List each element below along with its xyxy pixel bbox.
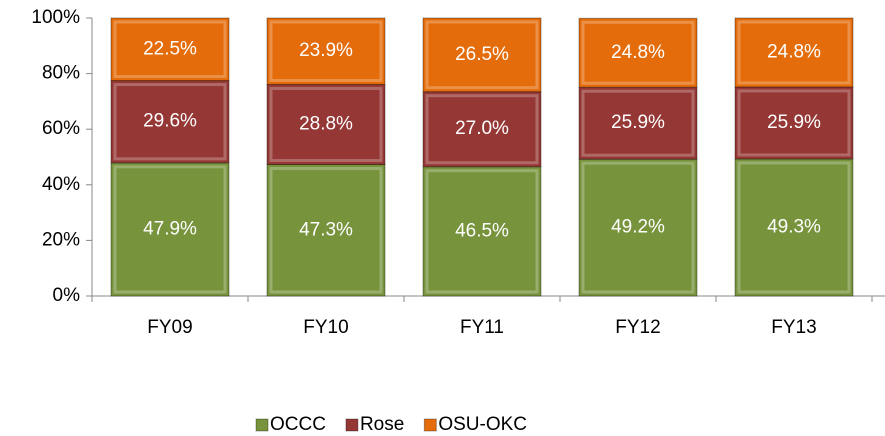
bar-segment (422, 91, 542, 168)
bar-segment (266, 17, 386, 85)
value-label: 27.0% (455, 118, 509, 139)
value-label: 49.3% (767, 216, 821, 237)
bar-segment (266, 83, 386, 166)
bar-bevel (425, 169, 539, 294)
value-label: 23.9% (299, 40, 353, 61)
bar-bevel (269, 20, 383, 82)
y-tick-label: 0% (53, 285, 81, 306)
bar-segment (422, 166, 542, 297)
bar-segment (578, 17, 698, 88)
value-label: 25.9% (767, 112, 821, 133)
bar-bevel (581, 20, 695, 85)
bar-bevel (269, 86, 383, 163)
x-tick-label: FY10 (303, 317, 348, 338)
bar-bevel (269, 167, 383, 294)
bar-segment (110, 17, 230, 82)
bar-bevel (113, 165, 227, 294)
value-label: 46.5% (455, 220, 509, 241)
value-label: 49.2% (611, 217, 665, 238)
bar-bevel (737, 89, 851, 157)
bar-segment (110, 80, 230, 164)
x-tick-label: FY12 (615, 317, 660, 338)
bar-segment (734, 158, 854, 297)
y-tick-label: 40% (42, 174, 80, 195)
value-label: 22.5% (143, 38, 197, 59)
legend-label: OCCC (270, 414, 326, 435)
bar-segment (110, 162, 230, 297)
x-tick-label: FY09 (147, 317, 192, 338)
bar-segment (734, 86, 854, 160)
value-label: 24.8% (767, 41, 821, 62)
bar-bevel (737, 161, 851, 294)
value-label: 47.9% (143, 218, 197, 239)
bar-segment (422, 17, 542, 93)
bar-bevel (581, 89, 695, 157)
value-label: 47.3% (299, 219, 353, 240)
bar-bevel (581, 161, 695, 294)
y-tick-label: 80% (42, 63, 80, 84)
value-label: 29.6% (143, 111, 197, 132)
y-tick-label: 60% (42, 118, 80, 139)
bar-segment (266, 164, 386, 297)
value-label: 24.8% (611, 42, 665, 63)
x-tick-label: FY13 (771, 317, 816, 338)
bar-bevel (737, 20, 851, 85)
legend-label: Rose (360, 414, 404, 435)
value-label: 26.5% (455, 44, 509, 65)
bar-bevel (113, 83, 227, 161)
legend-swatch (345, 418, 359, 432)
y-tick-label: 100% (31, 7, 80, 28)
bar-segment (578, 158, 698, 297)
bar-segment (734, 17, 854, 88)
legend-swatch (255, 418, 269, 432)
bar-bevel (113, 20, 227, 79)
value-label: 25.9% (611, 112, 665, 133)
bar-bevel (425, 20, 539, 90)
legend-label: OSU-OKC (438, 414, 527, 435)
x-tick-label: FY11 (460, 317, 504, 338)
bar-bevel (425, 94, 539, 165)
value-label: 28.8% (299, 113, 353, 134)
y-tick-label: 20% (42, 229, 80, 250)
legend-swatch (423, 418, 437, 432)
